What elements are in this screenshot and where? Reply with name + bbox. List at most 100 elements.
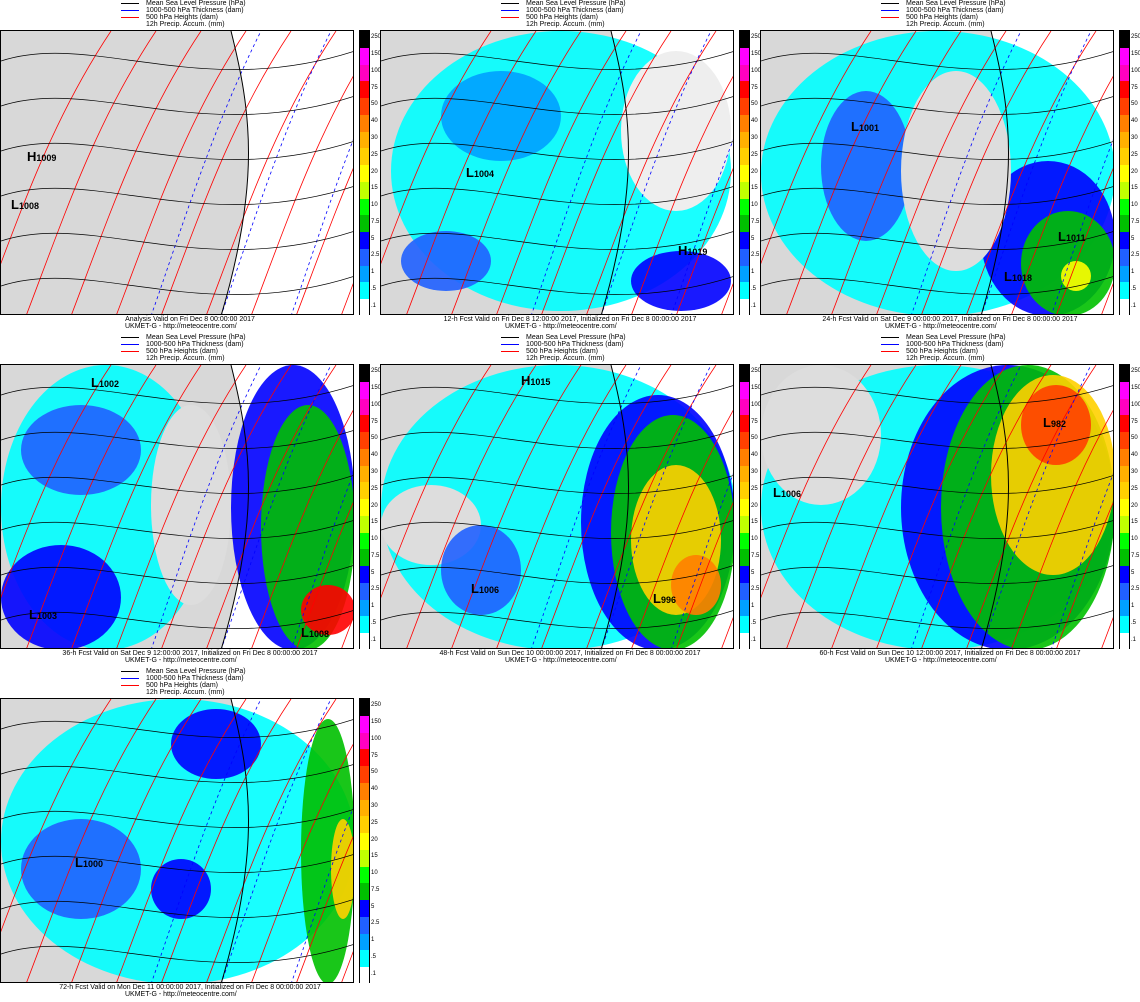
- legend-label-mslp: Mean Sea Level Pressure (hPa): [526, 0, 626, 7]
- precip-area: [821, 91, 911, 241]
- source-site-text: UKMET-G - http://meteocentre.com/: [125, 657, 237, 664]
- colorbar-tick-label: 5: [751, 235, 755, 242]
- forecast-panel: Mean Sea Level Pressure (hPa) 1000-500 hP…: [760, 334, 1140, 668]
- colorbar-tick-label: 75: [1131, 418, 1138, 425]
- coastline: [601, 31, 629, 314]
- pressure-isobar: [381, 141, 733, 160]
- colorbar-tick-label: .1: [751, 636, 757, 643]
- thickness-contour: [1051, 139, 1113, 314]
- colorbar-cell: [1120, 448, 1129, 466]
- thickness-contour: [981, 365, 1092, 648]
- colorbar-tick-label: 250: [751, 34, 762, 41]
- thickness-contour: [601, 365, 712, 648]
- pressure-isobar: [1, 475, 353, 494]
- system-type: L: [91, 375, 99, 390]
- colorbar-cell: [1120, 398, 1129, 416]
- precip-colorbar: [739, 364, 750, 650]
- colorbar-tick-label: 40: [1131, 452, 1138, 459]
- thickness-contour: [531, 365, 642, 648]
- colorbar-tick-label: 15: [1131, 185, 1138, 192]
- source-site-text: UKMET-G - http://meteocentre.com/: [125, 991, 237, 998]
- colorbar-tick-label: 7.5: [1131, 552, 1140, 559]
- height-contour: [1, 699, 112, 933]
- colorbar-cell: [1120, 232, 1129, 249]
- colorbar-tick-label: 5: [1131, 569, 1135, 576]
- colorbar-cell: [1120, 599, 1129, 617]
- colorbar-tick-label: 50: [1131, 435, 1138, 442]
- legend-swatch-thickness: [501, 344, 519, 345]
- height-contour: [161, 365, 292, 648]
- colorbar-tick-label: 25: [371, 151, 378, 158]
- legend-swatch-mslp: [881, 337, 899, 338]
- height-contour: [921, 365, 1052, 648]
- colorbar-cell: [360, 114, 369, 132]
- height-contour: [71, 699, 202, 982]
- colorbar-tick-label: 5: [1131, 235, 1135, 242]
- thickness-contour: [531, 31, 642, 314]
- height-contour: [541, 365, 672, 648]
- legend-row-precip: 12h Precip. Accum. (mm): [121, 21, 371, 28]
- legend-row-mslp: Mean Sea Level Pressure (hPa): [881, 0, 1131, 7]
- colorbar-tick-label: 50: [751, 101, 758, 108]
- pressure-isobar: [381, 51, 733, 70]
- legend-swatch-heights: [501, 351, 519, 352]
- pressure-isobar: [381, 520, 733, 539]
- precip-area: [901, 71, 1011, 271]
- height-contour: [831, 365, 962, 648]
- precip-area: [301, 585, 353, 635]
- precip-area: [1021, 211, 1113, 314]
- low-pressure-label: L1004: [466, 165, 494, 180]
- system-type: H: [27, 149, 37, 164]
- colorbar-cell: [740, 381, 749, 399]
- colorbar-tick-label: 250: [371, 702, 382, 709]
- colorbar-cell: [740, 432, 749, 449]
- legend-row-precip: 12h Precip. Accum. (mm): [121, 689, 371, 696]
- colorbar-cell: [740, 599, 749, 617]
- pressure-isobar: [761, 520, 1113, 539]
- colorbar-tick-label: 7.5: [371, 218, 380, 225]
- colorbar-tick-label: 1: [371, 937, 375, 944]
- colorbar-cell: [740, 365, 749, 382]
- colorbar-tick-label: 150: [371, 51, 382, 58]
- pressure-isobar: [1, 809, 353, 828]
- height-contour: [406, 31, 537, 314]
- high-pressure-label: H1015: [521, 373, 550, 388]
- colorbar-tick-label: 15: [371, 519, 378, 526]
- colorbar-tick-label: 5: [371, 569, 375, 576]
- height-contour: [116, 699, 247, 982]
- map-legend: Mean Sea Level Pressure (hPa) 1000-500 hP…: [121, 668, 371, 696]
- pressure-isobar: [1, 610, 353, 629]
- height-contour: [451, 31, 582, 314]
- pressure-isobar: [1, 899, 353, 918]
- colorbar-tick-label: 10: [371, 536, 378, 543]
- system-pressure-value: 1019: [687, 247, 708, 257]
- colorbar-tick-label: 50: [371, 435, 378, 442]
- system-type: H: [521, 373, 531, 388]
- low-pressure-label: L1006: [471, 581, 499, 596]
- colorbar-tick-label: 15: [371, 853, 378, 860]
- colorbar-cell: [1120, 282, 1129, 300]
- colorbar-cell: [1120, 381, 1129, 399]
- source-site-text: UKMET-G - http://meteocentre.com/: [125, 323, 237, 330]
- pressure-isobar: [1, 719, 353, 738]
- colorbar-tick-label: 10: [371, 870, 378, 877]
- pressure-isobar: [1, 520, 353, 539]
- valid-time-text: 72-h Fcst Valid on Mon Dec 11 00:00:00 2…: [59, 984, 321, 991]
- colorbar-tick-label: 2.5: [371, 920, 380, 927]
- legend-label-mslp: Mean Sea Level Pressure (hPa): [906, 0, 1006, 7]
- colorbar-cell: [740, 181, 749, 199]
- pressure-isobar: [1, 186, 353, 205]
- colorbar-cell: [360, 699, 369, 716]
- colorbar-tick-label: 25: [371, 485, 378, 492]
- height-contour: [381, 365, 492, 599]
- height-contour: [116, 365, 247, 648]
- thickness-contour: [291, 807, 353, 982]
- precip-colorbar: [1119, 364, 1130, 650]
- precip-area: [21, 405, 141, 495]
- legend-swatch-mslp: [881, 3, 899, 4]
- precip-area: [151, 859, 211, 919]
- height-contour: [71, 31, 202, 314]
- thickness-contour: [911, 365, 1022, 648]
- legend-label-heights: 500 hPa Heights (dam): [906, 14, 978, 21]
- height-contour: [631, 409, 733, 648]
